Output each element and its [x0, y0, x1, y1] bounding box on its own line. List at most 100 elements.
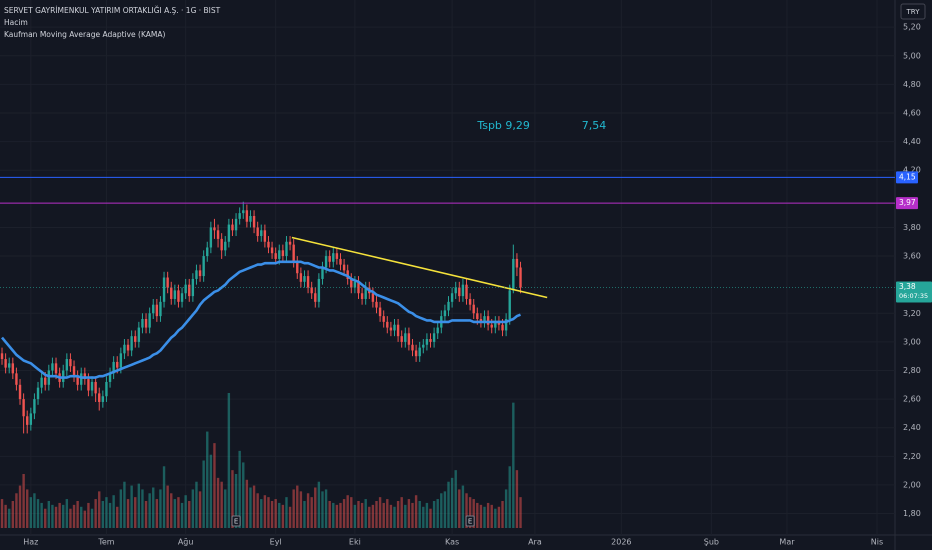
volume-bar	[260, 499, 263, 528]
last-price-tag	[896, 281, 932, 303]
volume-bar	[310, 497, 313, 528]
candle-body	[519, 267, 522, 288]
volume-bar	[393, 506, 396, 528]
candle-body	[170, 287, 173, 299]
volume-bar	[155, 499, 159, 528]
volume-bar	[220, 481, 223, 528]
candle-body	[26, 416, 29, 425]
volume-bar	[62, 504, 65, 528]
volume-bar	[162, 466, 166, 528]
volume-bar	[396, 501, 400, 528]
candle-body	[418, 347, 421, 357]
indicator-label: Hacim	[4, 18, 28, 27]
candle-body	[422, 344, 425, 348]
volume-bar	[357, 501, 360, 528]
candle-body	[443, 310, 447, 317]
volume-bar	[54, 506, 58, 528]
currency[interactable]: TRY	[906, 8, 921, 16]
y-tick-label: 4,40	[903, 137, 921, 146]
candle-body	[62, 370, 65, 382]
candle-body	[393, 324, 396, 331]
x-tick-label: Eyl	[270, 538, 282, 547]
volume-bar	[465, 493, 468, 528]
volume-bar	[58, 502, 61, 528]
volume-bar	[22, 474, 25, 528]
volume-bar	[425, 502, 429, 528]
y-tick-label: 2,60	[903, 395, 921, 404]
chart-title: SERVET GAYRİMENKUL YATIRIM ORTAKLIĞI A.Ş…	[4, 6, 221, 15]
candle-body	[274, 253, 277, 259]
volume-bar	[123, 481, 126, 528]
volume-bar	[339, 502, 342, 528]
candle-body	[515, 258, 519, 268]
candle-body	[242, 210, 245, 214]
volume-bar	[458, 489, 461, 528]
candle-body	[87, 379, 90, 391]
candle-body	[98, 393, 101, 402]
candle-body	[378, 307, 382, 317]
volume-bar	[170, 493, 173, 528]
candle-body	[72, 366, 76, 377]
candle-body	[177, 290, 180, 302]
candle-body	[69, 359, 72, 367]
candle-body	[44, 377, 47, 385]
candle-body	[36, 387, 40, 400]
candle-body	[458, 287, 461, 297]
candle-body	[404, 333, 407, 342]
candle-body	[159, 301, 162, 317]
volume-bar	[317, 481, 321, 528]
candle-body	[0, 353, 4, 360]
candle-body	[40, 377, 43, 388]
candle-body	[432, 333, 436, 342]
volume-bar	[76, 501, 79, 528]
candle-body	[134, 336, 137, 342]
x-tick-label: Haz	[23, 538, 38, 547]
volume-bar	[501, 501, 504, 528]
candle-body	[321, 267, 324, 279]
currency-box[interactable]	[900, 3, 926, 20]
volume-bar	[263, 495, 267, 528]
candle-body	[47, 370, 51, 385]
candle-body	[76, 376, 79, 385]
annotation: Tspb 9,29	[476, 119, 530, 132]
volume-bar	[242, 462, 245, 528]
volume-bar	[292, 489, 295, 528]
volume-bar	[418, 501, 421, 528]
candle-body	[119, 353, 123, 368]
volume-bar	[152, 487, 155, 528]
volume-bar	[332, 502, 335, 528]
y-tick-label: 3,20	[903, 309, 921, 318]
candle-body	[144, 318, 148, 328]
candle-body	[353, 281, 357, 288]
candle-body	[468, 298, 472, 305]
volume-bar	[159, 489, 162, 528]
level-tag	[896, 171, 918, 184]
candle-body	[263, 230, 267, 242]
candle-body	[245, 210, 249, 222]
volume-bar	[216, 477, 220, 528]
volume-bar	[414, 495, 418, 528]
volume-bar	[134, 497, 137, 528]
candle-body	[288, 241, 292, 245]
level-tag	[896, 197, 918, 210]
candle-body	[162, 277, 166, 302]
x-tick-label: Mar	[779, 538, 795, 547]
volume-bar	[227, 393, 231, 528]
y-tick-label: 5,20	[903, 23, 921, 32]
volume-bar	[224, 489, 227, 528]
candle-body	[364, 287, 367, 299]
candle-body	[18, 384, 22, 400]
candle-body	[80, 373, 83, 385]
candle-body	[317, 278, 321, 302]
volume-bar	[483, 506, 486, 528]
volume-bar	[368, 506, 371, 528]
candle-body	[490, 324, 493, 328]
candle-body	[4, 359, 7, 368]
y-tick-label: 3,00	[903, 337, 921, 346]
candle-body	[173, 290, 177, 299]
volume-bar	[436, 499, 439, 528]
volume-bar	[468, 497, 472, 528]
candle-body	[8, 363, 11, 368]
